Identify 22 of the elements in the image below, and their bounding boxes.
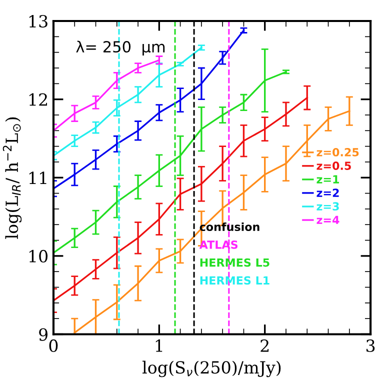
ref-line-label: ATLAS: [199, 240, 238, 249]
ref-line-label: HERMES L5: [200, 258, 270, 267]
legend-label: z=0.25: [316, 148, 359, 156]
line-series: [53, 59, 160, 132]
x-tick-label: 1: [156, 339, 162, 352]
legend-label: z=1: [316, 175, 339, 184]
y-tick-label: 13: [29, 14, 48, 28]
x-axis-title: log(S$_{ν}$(250)/mJy): [142, 360, 281, 378]
ref-line-label: HERMES L1: [200, 276, 270, 285]
y-tick-label: 10: [29, 250, 48, 263]
y-tick-label: 9: [39, 328, 48, 341]
y-tick-label: 11: [29, 172, 46, 184]
x-tick-label: 3: [366, 339, 375, 352]
y-tick-label: 12: [29, 93, 47, 106]
legend-label: z=3: [316, 202, 339, 211]
y-axis-title: log(L$_{IR}$/ h$^{−2}$L$_{⊙}$): [2, 117, 22, 239]
x-tick-label: 2: [260, 339, 269, 352]
x-tick-label: 0: [49, 339, 58, 352]
legend-label: z=2: [316, 188, 339, 197]
legend-label: z=0.5: [316, 162, 351, 170]
legend-label: z=4: [316, 216, 340, 224]
annotation: λ= 250 μm: [76, 40, 165, 56]
